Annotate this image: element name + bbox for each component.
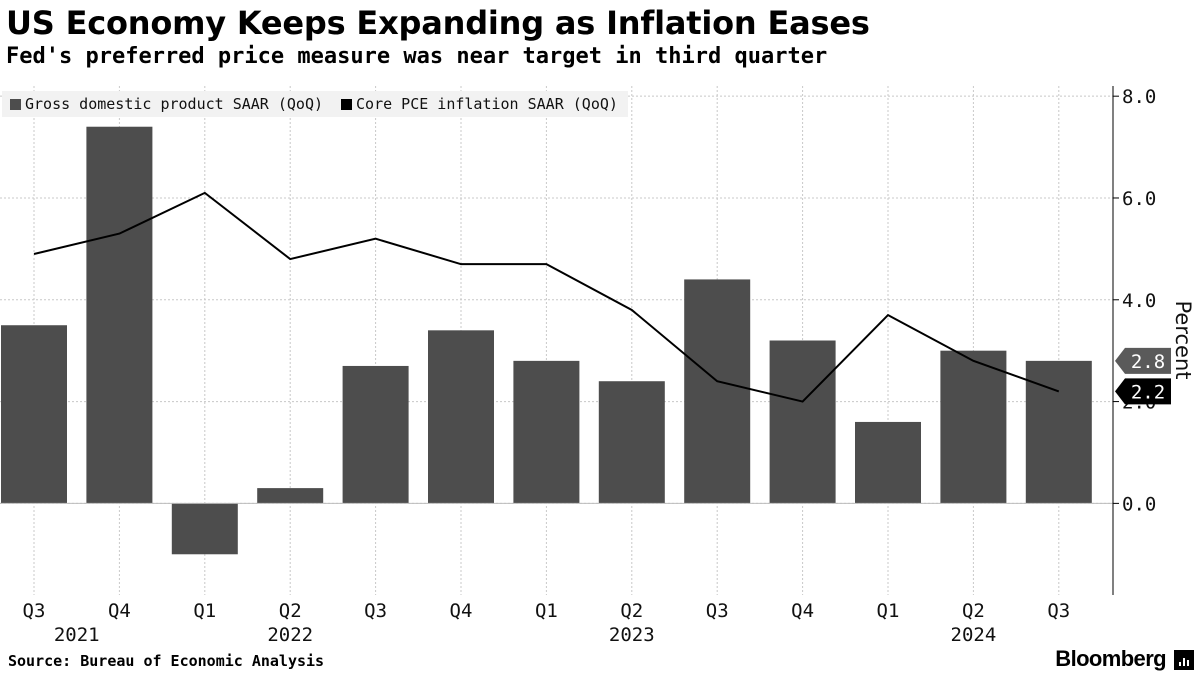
- legend-item-pce: Core PCE inflation SAAR (QoQ): [341, 95, 618, 113]
- x-tick-label: Q4: [450, 600, 473, 622]
- legend-label-pce: Core PCE inflation SAAR (QoQ): [356, 95, 618, 113]
- bar-gdp-3: [257, 488, 324, 504]
- y-axis-title: Percent: [1171, 300, 1195, 379]
- gridlines: [0, 86, 1113, 595]
- bar-gdp-5: [428, 330, 494, 504]
- end-label-box-1: [1115, 378, 1171, 405]
- y-tick-label: 0.0: [1122, 493, 1156, 515]
- x-tick-label: Q2: [620, 600, 643, 622]
- legend-swatch-pce: [341, 98, 353, 110]
- end-label-text-1: 2.2: [1131, 381, 1165, 403]
- x-tick-label: Q3: [364, 600, 387, 622]
- x-tick-label: Q1: [193, 600, 216, 622]
- end-label-box-0: [1115, 347, 1171, 374]
- bar-gdp-11: [940, 350, 1007, 504]
- x-tick-label: Q2: [962, 600, 985, 622]
- bar-gdp-9: [769, 340, 836, 504]
- bar-gdp-0: [1, 325, 67, 504]
- bar-gdp-7: [598, 381, 665, 504]
- legend: Gross domestic product SAAR (QoQ) Core P…: [2, 91, 628, 117]
- x-year-label: 2022: [267, 624, 313, 646]
- x-year-label: 2021: [54, 624, 100, 646]
- axes: 0.02.04.06.08.0PercentQ3Q4Q1Q2Q3Q4Q1Q2Q3…: [0, 86, 1195, 646]
- y-tick-label: 4.0: [1122, 290, 1156, 312]
- x-tick-label: Q2: [279, 600, 302, 622]
- y-tick-label: 6.0: [1122, 188, 1156, 210]
- bar-gdp-1: [86, 126, 153, 504]
- legend-item-gdp: Gross domestic product SAAR (QoQ): [10, 95, 323, 113]
- y-tick-label: 8.0: [1122, 86, 1156, 108]
- chart-subtitle: Fed's preferred price measure was near t…: [6, 44, 828, 69]
- end-value-labels: 2.82.2: [1115, 347, 1171, 405]
- line-series: [33, 191, 1060, 403]
- chart-title: US Economy Keeps Expanding as Inflation …: [6, 4, 870, 42]
- x-year-label: 2023: [609, 624, 655, 646]
- bar-gdp-4: [342, 365, 409, 504]
- bloomberg-icon: [1174, 650, 1194, 670]
- bar-gdp-10: [855, 421, 921, 504]
- x-tick-label: Q3: [706, 600, 729, 622]
- x-tick-label: Q4: [108, 600, 131, 622]
- source-note: Source: Bureau of Economic Analysis: [8, 652, 325, 670]
- legend-swatch-gdp: [10, 98, 21, 110]
- x-tick-label: Q3: [23, 600, 46, 622]
- bar-gdp-8: [684, 279, 751, 504]
- x-tick-label: Q3: [1047, 600, 1070, 622]
- x-tick-label: Q4: [791, 600, 814, 622]
- end-label-text-0: 2.8: [1131, 351, 1165, 373]
- legend-label-gdp: Gross domestic product SAAR (QoQ): [25, 95, 324, 113]
- brand-logo: Bloomberg: [1055, 646, 1166, 671]
- bar-gdp-6: [513, 360, 580, 504]
- x-tick-label: Q1: [877, 600, 900, 622]
- bar-series: [1, 126, 1092, 555]
- x-year-label: 2024: [951, 624, 997, 646]
- bar-gdp-2: [171, 503, 238, 555]
- x-tick-label: Q1: [535, 600, 558, 622]
- line-core-pce: [33, 191, 1060, 403]
- bar-gdp-12: [1025, 360, 1092, 504]
